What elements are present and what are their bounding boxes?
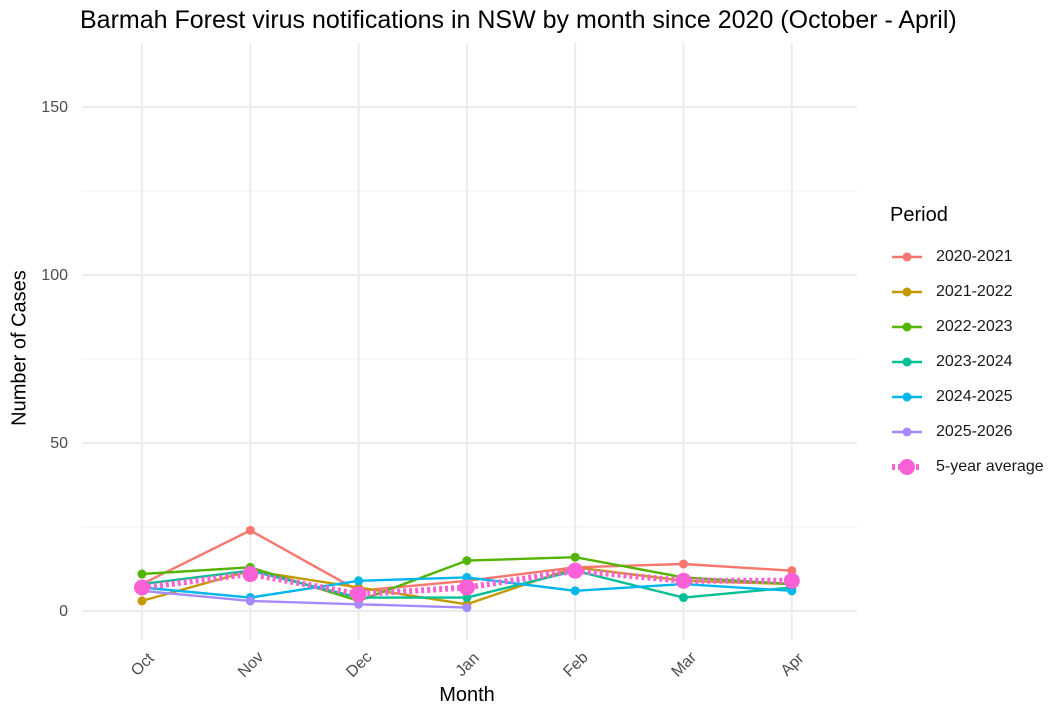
legend-key [892,427,922,436]
data-point [242,566,259,583]
legend-item: 2024-2025 [890,379,1044,414]
legend-label: 2025-2026 [936,422,1013,440]
y-tick-label: 100 [41,267,68,284]
x-tick-label: Nov [235,649,267,681]
legend-key [892,322,922,331]
legend-label: 2021-2022 [936,282,1013,300]
legend: Period 2020-2021 2021-2022 2022-2023 2023-2… [890,204,1044,484]
legend-key [892,458,922,475]
legend-title: Period [890,204,948,226]
legend-item: 5-year average [890,449,1044,484]
data-point [679,559,688,569]
data-point [570,586,580,596]
data-point [675,572,692,589]
series-line-2025-2026 [141,589,467,609]
data-point [137,569,147,579]
data-point [462,593,472,603]
data-point [137,596,147,606]
data-point [462,572,472,582]
data-point [570,552,580,562]
data-point [134,579,150,596]
data-point [245,596,255,606]
legend-label: 2024-2025 [936,387,1013,405]
x-tick-label: Oct [128,650,158,680]
legend-key [892,287,922,296]
x-tick-label: Feb [560,649,592,681]
legend-item: 2021-2022 [890,274,1044,309]
data-point [787,586,797,596]
legend-key [892,357,922,366]
data-point [245,525,255,535]
y-tick-label: 150 [41,99,68,116]
x-axis-label: Month [439,684,495,706]
data-point [354,599,364,609]
x-tick-label: Jan [453,650,483,680]
legend-item: 2020-2021 [890,239,1044,274]
data-point [354,576,364,586]
y-tick-label: 0 [59,603,68,620]
plot-area: 0 50 100 150 Oct Nov Dec Jan Feb Mar Apr [41,43,857,681]
chart-title: Barmah Forest virus notifications in NSW… [80,6,957,34]
legend-label: 2022-2023 [936,317,1013,335]
legend-label: 2023-2024 [936,352,1013,370]
legend-item: 2022-2023 [890,309,1044,344]
legend-label: 5-year average [936,457,1044,475]
data-point [350,586,367,603]
x-tick-label: Mar [669,649,701,681]
x-tick-label: Apr [778,650,808,680]
legend-item: 2025-2026 [890,414,1044,449]
legend-key [892,392,922,401]
x-tick-label: Dec [343,649,375,681]
y-tick-label: 50 [50,435,68,452]
data-point [787,566,797,576]
data-point [462,556,472,566]
data-point [679,593,688,603]
data-point [567,562,584,579]
data-point [458,579,475,596]
data-point [462,603,472,613]
legend-key [892,252,922,261]
legend-label: 2020-2021 [936,247,1013,265]
data-point [783,572,800,589]
legend-item: 2023-2024 [890,344,1044,379]
